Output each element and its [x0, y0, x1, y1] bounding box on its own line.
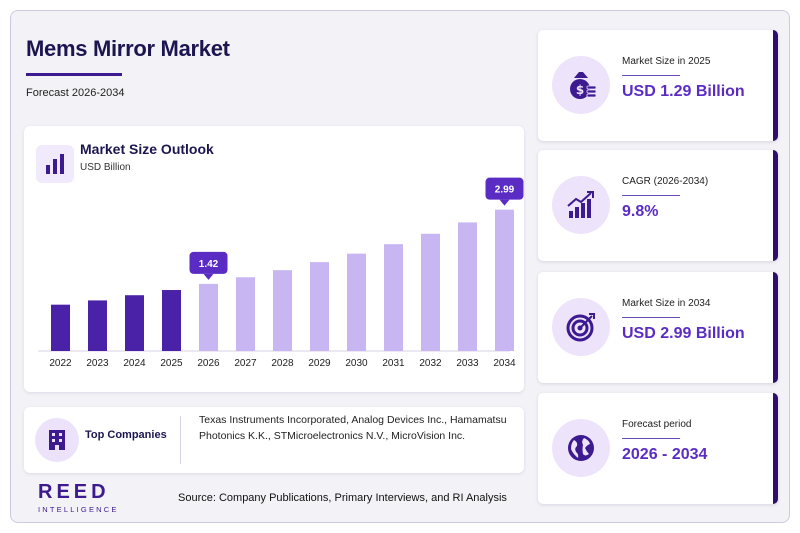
stat-rule: [622, 75, 680, 76]
svg-text:$: $: [576, 83, 584, 97]
chart-title: Market Size Outlook: [80, 141, 214, 157]
bar-2022: [51, 304, 70, 351]
callout-pointer: [203, 273, 214, 280]
top-companies-list: Texas Instruments Incorporated, Analog D…: [199, 414, 507, 442]
callout-pointer: [499, 199, 510, 206]
bar-2028: [273, 270, 292, 351]
x-tick-label: 2028: [271, 358, 294, 369]
data-label-2026: 1.42: [199, 259, 219, 270]
bar-2033: [458, 222, 477, 351]
x-tick-label: 2029: [308, 358, 331, 369]
growth-chart-icon: [552, 176, 610, 234]
stat-value: USD 2.99 Billion: [622, 325, 745, 342]
title-underline: [26, 73, 122, 76]
globe-icon: [552, 419, 610, 477]
stat-label: CAGR (2026-2034): [622, 176, 709, 187]
bar-chart-icon: [36, 145, 74, 183]
x-tick-label: 2027: [234, 358, 257, 369]
stat-card-cagr: CAGR (2026-2034) 9.8%: [538, 150, 778, 261]
stat-label: Forecast period: [622, 419, 692, 430]
x-tick-label: 2026: [197, 358, 220, 369]
building-icon: [35, 418, 79, 462]
x-tick-label: 2034: [493, 358, 516, 369]
callout-box-2026: [189, 251, 228, 274]
divider: [180, 416, 181, 464]
x-tick-label: 2031: [382, 358, 405, 369]
bar-2023: [88, 300, 107, 351]
x-tick-label: 2023: [86, 358, 109, 369]
bar-chart: 2022 2023 2024 2025 2026 2027 2028 2029 2030 2031…: [38, 177, 524, 369]
reed-intelligence-logo: REED INTELLIGENCE: [38, 482, 124, 514]
data-label-2034: 2.99: [495, 185, 515, 196]
page-title: Mems Mirror Market: [26, 36, 230, 61]
bar-2032: [421, 233, 440, 351]
stat-value: 2026 - 2034: [622, 446, 708, 463]
stat-card-market-size-2025: $ Market Size in 2025 USD 1.29 Billion: [538, 30, 778, 141]
x-tick-label: 2030: [345, 358, 368, 369]
bar-2025: [162, 290, 181, 351]
stat-value: USD 1.29 Billion: [622, 83, 745, 100]
top-companies-card: [24, 407, 524, 473]
stat-rule: [622, 438, 680, 439]
stat-card-forecast-period: Forecast period 2026 - 2034: [538, 393, 778, 504]
logo-main-text: REED: [38, 481, 110, 503]
stat-label: Market Size in 2034: [622, 298, 711, 309]
bar-2034: [495, 209, 514, 351]
bar-2024: [125, 295, 144, 351]
chart-unit: USD Billion: [80, 162, 131, 173]
top-companies-label: Top Companies: [85, 429, 167, 441]
source-note: Source: Company Publications, Primary In…: [178, 492, 507, 504]
stat-value: 9.8%: [622, 203, 659, 220]
bar-2031: [384, 244, 403, 351]
x-tick-label: 2025: [160, 358, 183, 369]
callout-box-2034: [485, 177, 524, 200]
stat-rule: [622, 195, 680, 196]
stat-rule: [622, 317, 680, 318]
stat-card-market-size-2034: Market Size in 2034 USD 2.99 Billion: [538, 272, 778, 383]
x-tick-label: 2024: [123, 358, 146, 369]
bar-2027: [236, 277, 255, 351]
logo-sub-text: INTELLIGENCE: [38, 505, 119, 514]
target-icon: [552, 298, 610, 356]
money-bag-icon: $: [552, 56, 610, 114]
bar-2029: [310, 262, 329, 351]
page-subtitle: Forecast 2026-2034: [26, 87, 125, 99]
bar-2030: [347, 253, 366, 351]
x-tick-label: 2032: [419, 358, 442, 369]
x-tick-label: 2022: [49, 358, 72, 369]
stat-label: Market Size in 2025: [622, 56, 711, 67]
bar-2026: [199, 283, 218, 351]
x-tick-label: 2033: [456, 358, 479, 369]
